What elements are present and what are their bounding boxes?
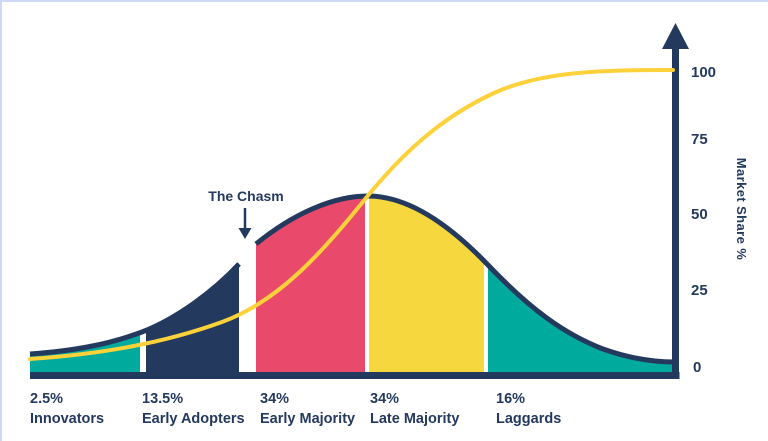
- segment-name-label: Innovators: [30, 411, 104, 427]
- segment-name-label: Early Adopters: [142, 411, 245, 427]
- y-tick-75: 75: [691, 131, 708, 148]
- y-tick-50: 50: [691, 206, 708, 223]
- y-tick-25: 25: [691, 282, 708, 299]
- chasm-down-arrowhead-icon: [238, 228, 252, 239]
- segment-name-label: Late Majority: [370, 411, 459, 427]
- segment-label-late-majority: 34% Late Majority: [370, 391, 459, 427]
- segment-percent-label: 16%: [496, 391, 525, 407]
- bell-outline-right: [254, 193, 675, 365]
- y-axis-title: Market Share %: [734, 158, 749, 260]
- segment-early-adopters-fill: [146, 263, 239, 373]
- segment-percent-label: 34%: [370, 391, 399, 407]
- segment-label-innovators: 2.5% Innovators: [30, 391, 104, 427]
- bell-outline-left: [29, 262, 241, 357]
- segment-label-laggards: 16% Laggards: [496, 391, 561, 427]
- segment-late-majority-fill: [369, 197, 484, 373]
- segment-label-early-majority: 34% Early Majority: [260, 391, 355, 427]
- y-axis-arrow-icon: [662, 23, 689, 49]
- segment-laggards-fill: [488, 265, 673, 373]
- y-tick-100: 100: [691, 64, 716, 81]
- segment-percent-label: 34%: [260, 391, 289, 407]
- chasm-label: The Chasm: [208, 188, 283, 204]
- segment-early-majority-fill: [256, 197, 365, 373]
- y-tick-0: 0: [693, 359, 701, 376]
- segment-percent-label: 2.5%: [30, 391, 63, 407]
- segment-label-early-adopters: 13.5% Early Adopters: [142, 391, 245, 427]
- s-curve-line: [28, 68, 675, 361]
- segment-name-label: Early Majority: [260, 411, 355, 427]
- segment-percent-label: 13.5%: [142, 391, 183, 407]
- segment-name-label: Laggards: [496, 411, 561, 427]
